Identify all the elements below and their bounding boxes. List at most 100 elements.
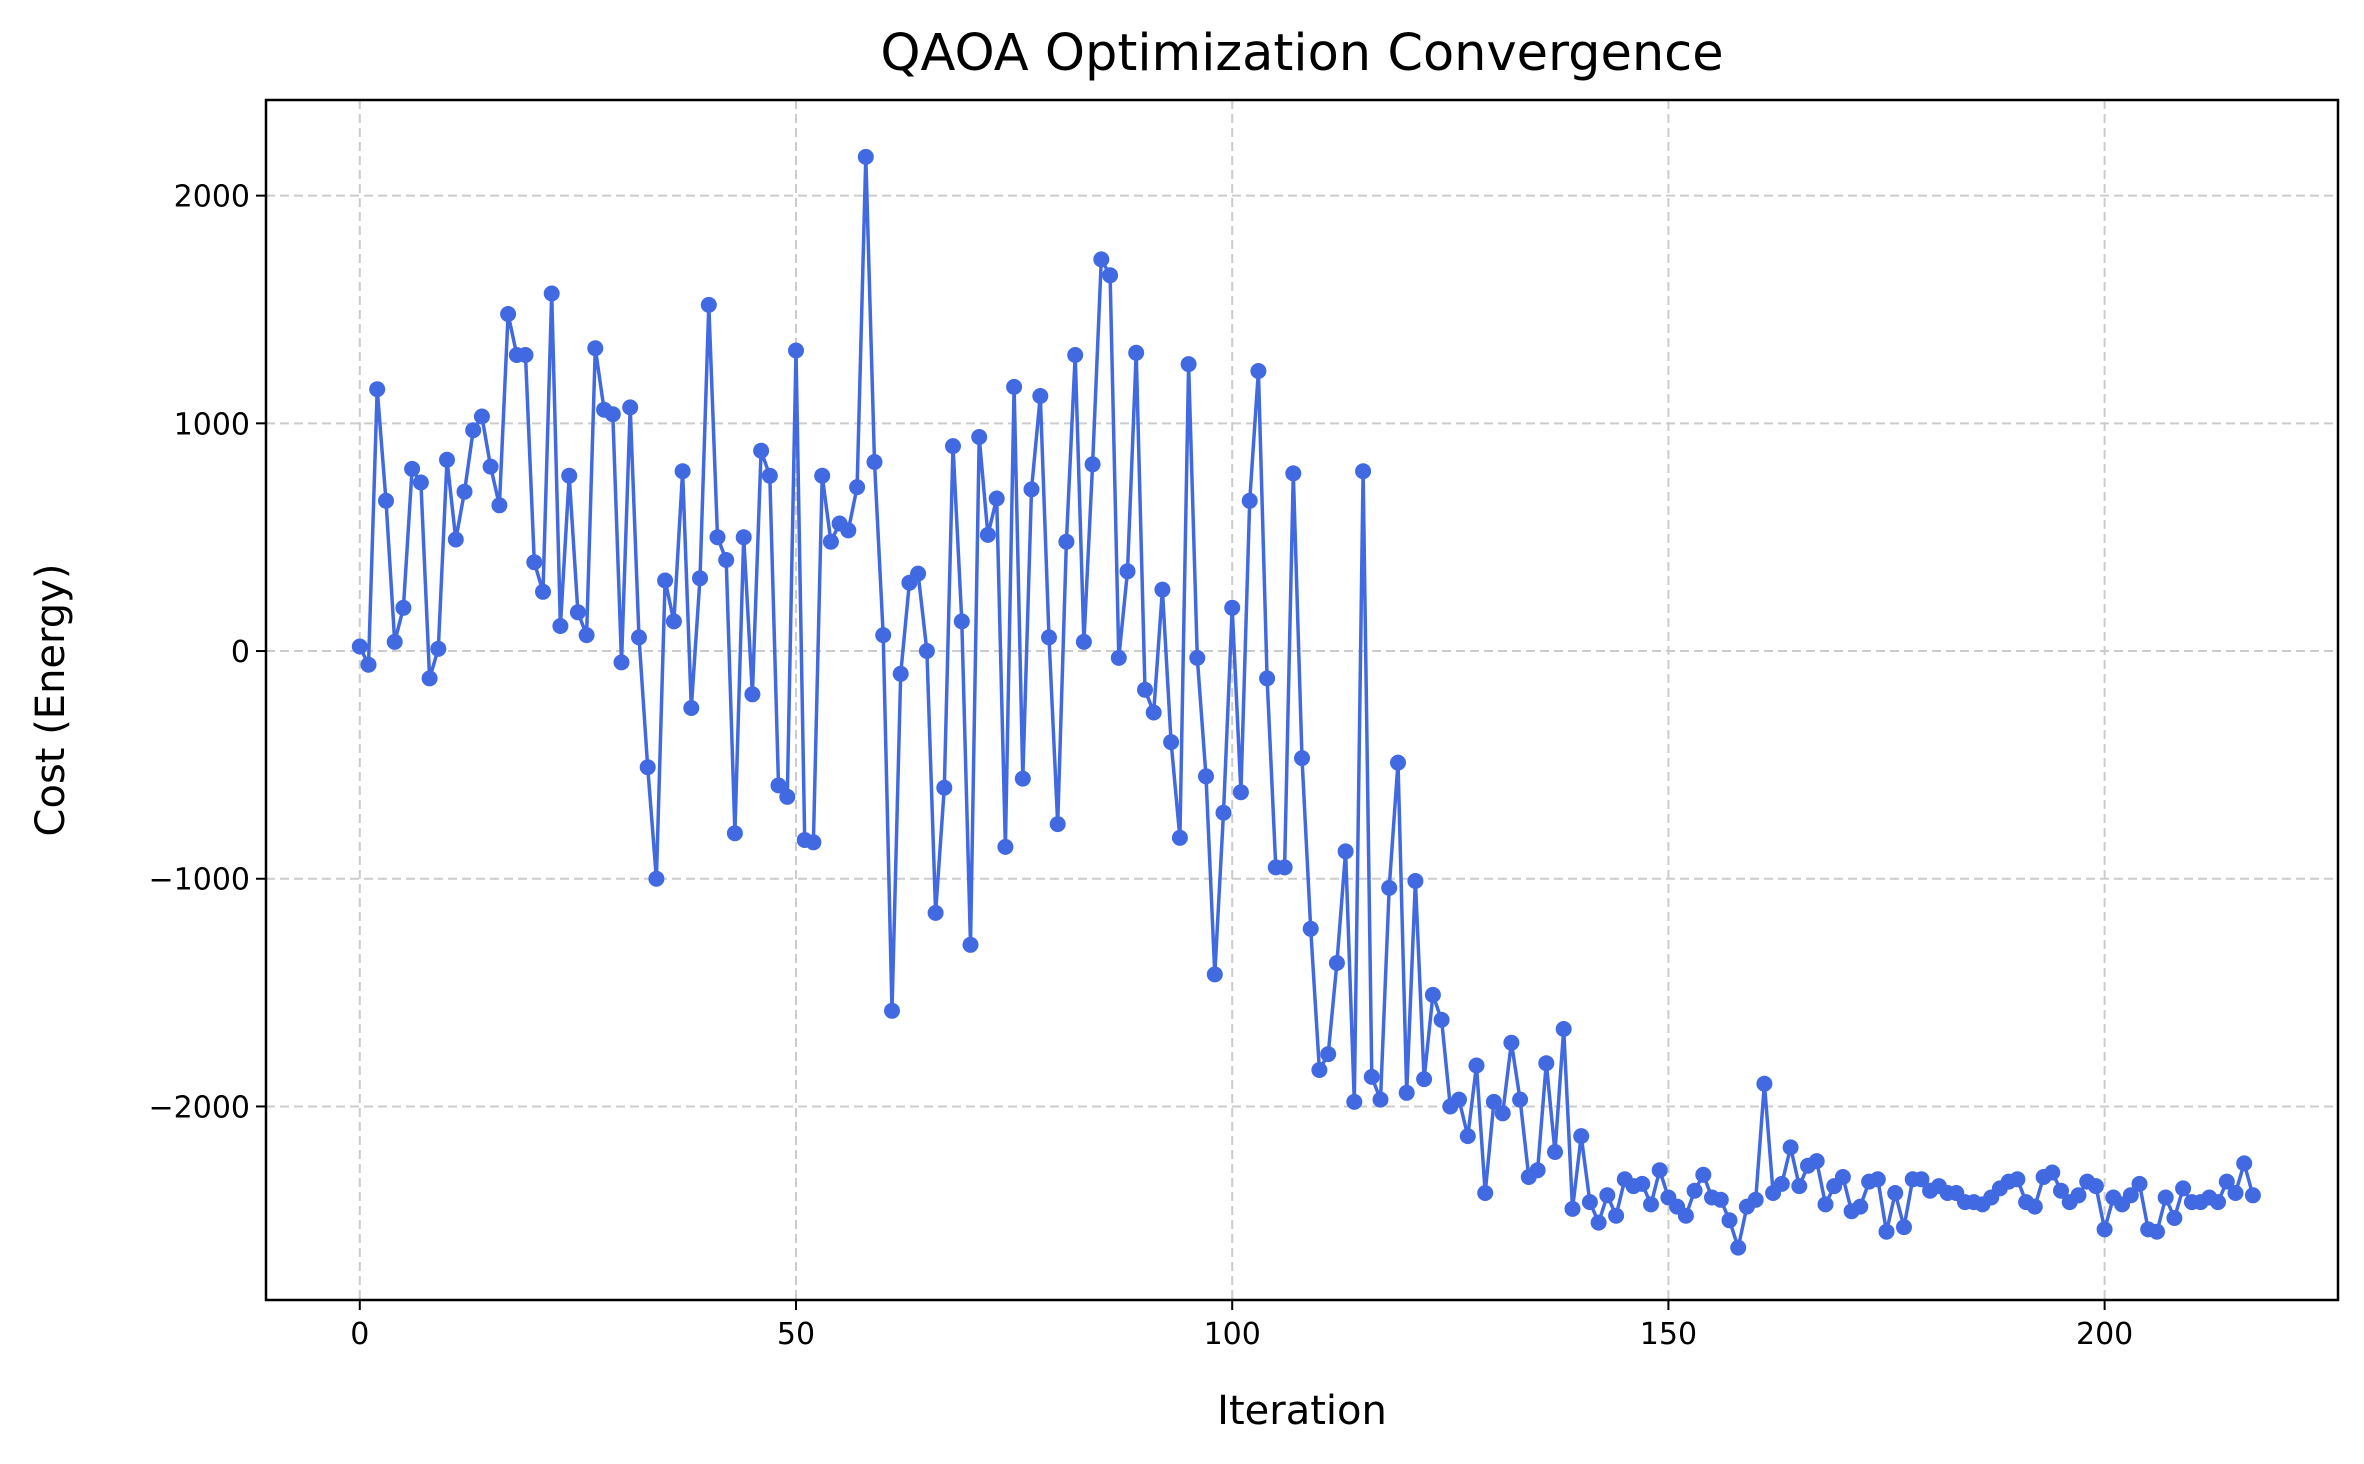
data-point	[1599, 1187, 1616, 1204]
data-point	[648, 870, 665, 887]
data-point	[1590, 1214, 1607, 1231]
data-point	[1189, 649, 1206, 666]
data-point	[840, 522, 857, 539]
data-point	[1093, 251, 1110, 268]
data-point	[997, 838, 1014, 855]
data-point	[1529, 1162, 1546, 1179]
y-tick-label: 2000	[174, 180, 250, 215]
data-point	[1896, 1219, 1912, 1236]
axis-ticks: 0 50 100 150 200 −2000 −1000 0 1000 2000	[149, 180, 2134, 1352]
data-point	[1564, 1200, 1581, 1217]
data-point	[884, 1002, 900, 1019]
data-point	[805, 834, 822, 851]
data-point	[1014, 770, 1031, 787]
data-point	[718, 552, 735, 568]
data-point	[1834, 1169, 1851, 1185]
data-point	[421, 670, 438, 687]
data-point	[1485, 1093, 1502, 1110]
data-point	[1372, 1091, 1389, 1108]
data-point	[447, 531, 464, 548]
data-point	[726, 825, 743, 842]
data-point	[1320, 1046, 1337, 1063]
data-point	[1363, 1068, 1380, 1085]
data-point	[1791, 1178, 1808, 1195]
data-point	[700, 296, 717, 313]
data-point	[936, 779, 953, 796]
data-point	[491, 497, 508, 514]
data-point	[482, 458, 499, 475]
data-point	[1075, 633, 1092, 650]
x-axis-title: Iteration	[1217, 1388, 1387, 1434]
data-point	[2096, 1221, 2113, 1238]
data-point	[1032, 388, 1049, 404]
data-point	[351, 638, 368, 655]
data-point	[1180, 356, 1197, 373]
x-tick-label: 100	[1204, 1317, 1261, 1352]
data-point	[962, 936, 979, 953]
data-point	[1634, 1175, 1651, 1192]
data-point	[1878, 1223, 1895, 1240]
data-point	[639, 759, 656, 776]
data-point	[1294, 750, 1310, 767]
data-point	[1468, 1057, 1485, 1074]
y-tick-label: 0	[231, 635, 250, 670]
data-point	[1337, 843, 1354, 860]
data-point	[1677, 1207, 1694, 1224]
data-point	[552, 618, 569, 634]
data-point	[360, 656, 377, 673]
data-point	[1887, 1185, 1904, 1201]
data-point	[761, 467, 778, 484]
data-point	[822, 533, 839, 550]
data-point	[1477, 1185, 1494, 1201]
x-tick-label: 0	[350, 1317, 369, 1352]
data-point	[622, 399, 639, 416]
data-point	[1581, 1194, 1598, 1211]
data-point	[1110, 649, 1127, 666]
data-point	[1241, 492, 1258, 509]
data-point	[1171, 829, 1188, 846]
data-point	[1215, 804, 1232, 821]
data-point	[770, 777, 787, 794]
data-point	[1023, 481, 1040, 498]
y-tick-label: −1000	[149, 863, 250, 898]
series-markers	[351, 148, 2261, 1256]
y-tick-label: −2000	[149, 1090, 250, 1125]
data-point	[1137, 681, 1153, 698]
data-point	[849, 479, 866, 496]
data-point	[1538, 1055, 1555, 1072]
data-point	[2009, 1171, 2026, 1188]
data-point	[500, 306, 517, 322]
data-point	[979, 526, 996, 543]
data-point	[613, 654, 630, 671]
data-point	[1102, 267, 1119, 284]
data-point	[735, 529, 752, 546]
data-point	[456, 483, 473, 500]
data-point	[1808, 1153, 1825, 1170]
data-point	[2236, 1155, 2253, 1172]
data-point	[1424, 986, 1441, 1003]
data-point	[1913, 1171, 1930, 1188]
data-point	[526, 554, 543, 571]
data-point	[1695, 1166, 1712, 1183]
data-point	[1145, 704, 1162, 721]
data-point	[1459, 1128, 1476, 1145]
data-point	[665, 613, 682, 630]
data-point	[465, 422, 482, 439]
data-point	[1049, 816, 1066, 833]
data-point	[1250, 363, 1267, 379]
data-point	[386, 633, 403, 650]
data-point	[1869, 1171, 1886, 1188]
data-point	[535, 583, 551, 600]
data-point	[1006, 378, 1023, 395]
data-point	[1756, 1075, 1773, 1092]
data-point	[1451, 1091, 1467, 1108]
data-point	[1302, 920, 1319, 937]
data-point	[1285, 465, 1302, 482]
data-point	[1041, 629, 1057, 646]
data-point	[2026, 1198, 2043, 1215]
data-point	[2122, 1187, 2139, 1204]
data-point	[1852, 1198, 1869, 1215]
data-point	[857, 148, 874, 165]
data-point	[945, 438, 961, 455]
